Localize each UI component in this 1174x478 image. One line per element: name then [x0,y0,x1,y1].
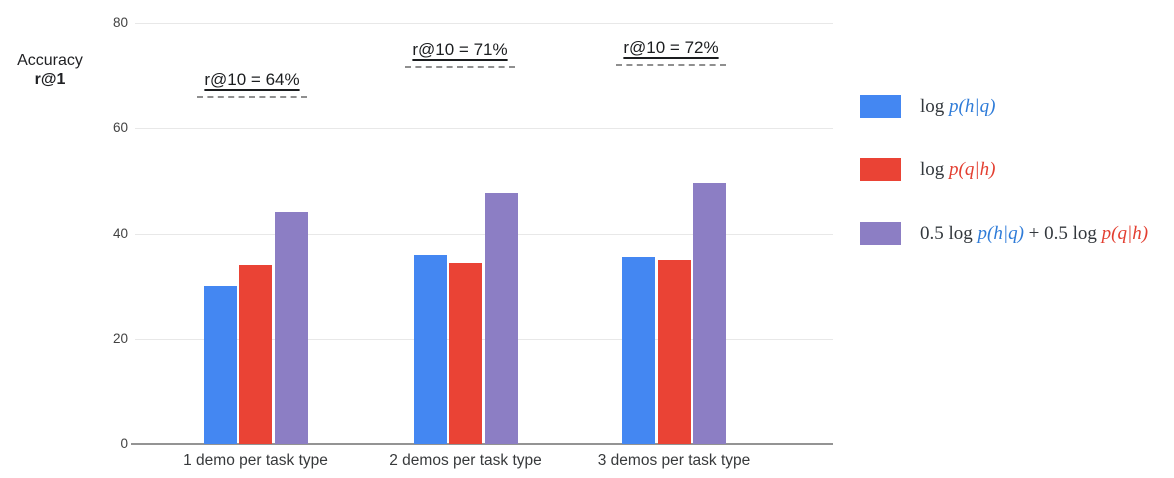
annotation-dashed-line [197,96,307,98]
bar-blue-group3 [622,256,655,444]
x-axis-category-label: 3 demos per task type [597,452,751,469]
annotation-text: r@10 = 64% [204,70,300,89]
annotation-text: r@10 = 71% [412,40,508,59]
legend-math-term: p(q|h) [949,158,996,180]
legend-swatch-icon [860,222,901,245]
bar-purple-group1 [274,211,308,444]
x-axis-category-label: 2 demos per task type [389,452,542,469]
legend-math-term: p(q|h) [1101,222,1149,244]
bar-red-group2 [449,263,482,444]
y-axis-tick-label: 40 [112,225,128,241]
gridline [135,128,833,130]
legend-math-term: p(h|q) [977,222,1024,244]
legend-swatch-icon [860,158,901,181]
gridline [135,338,833,340]
y-axis-title-line1: Accuracy [17,52,83,69]
legend-text-term: log [920,158,950,180]
bar-blue-group1 [203,286,237,444]
y-axis-title-line2: r@1 [34,71,66,88]
bar-purple-group3 [693,182,726,444]
legend-label: log p(h|q) [920,96,995,118]
legend-text-term: log [920,95,950,117]
gridline [135,23,833,24]
legend-item: log p(h|q) [860,95,995,118]
x-axis-category-label: 1 demo per task type [183,452,328,469]
legend-math-term: p(h|q) [949,95,996,117]
legend-label: log p(q|h) [920,159,995,181]
legend-swatch-icon [860,95,901,118]
annotation-r10: r@10 = 64% [182,70,322,98]
legend-item: log p(q|h) [860,158,995,181]
legend-item: 0.5 log p(h|q) + 0.5 log p(q|h) [860,222,1148,245]
y-axis-tick-label: 80 [112,15,128,30]
legend-label: 0.5 log p(h|q) + 0.5 log p(q|h) [920,223,1148,245]
y-axis-tick-label: 0 [120,436,128,451]
y-axis-tick-label: 20 [112,330,128,346]
y-axis-title: Accuracy r@1 [8,51,92,89]
y-axis-tick-label: 60 [112,120,128,136]
bar-red-group1 [239,265,272,444]
legend-text-term: + 0.5 log [1023,222,1102,244]
bar-purple-group2 [484,192,518,444]
annotation-text: r@10 = 72% [623,38,719,57]
bar-red-group3 [657,260,691,444]
legend-text-term: 0.5 log [920,222,978,244]
bar-blue-group2 [413,255,447,444]
annotation-r10: r@10 = 72% [601,38,741,66]
gridline [135,233,833,235]
annotation-dashed-line [405,66,515,68]
x-axis-line [131,443,833,445]
annotation-dashed-line [616,64,726,66]
annotation-r10: r@10 = 71% [390,40,530,68]
